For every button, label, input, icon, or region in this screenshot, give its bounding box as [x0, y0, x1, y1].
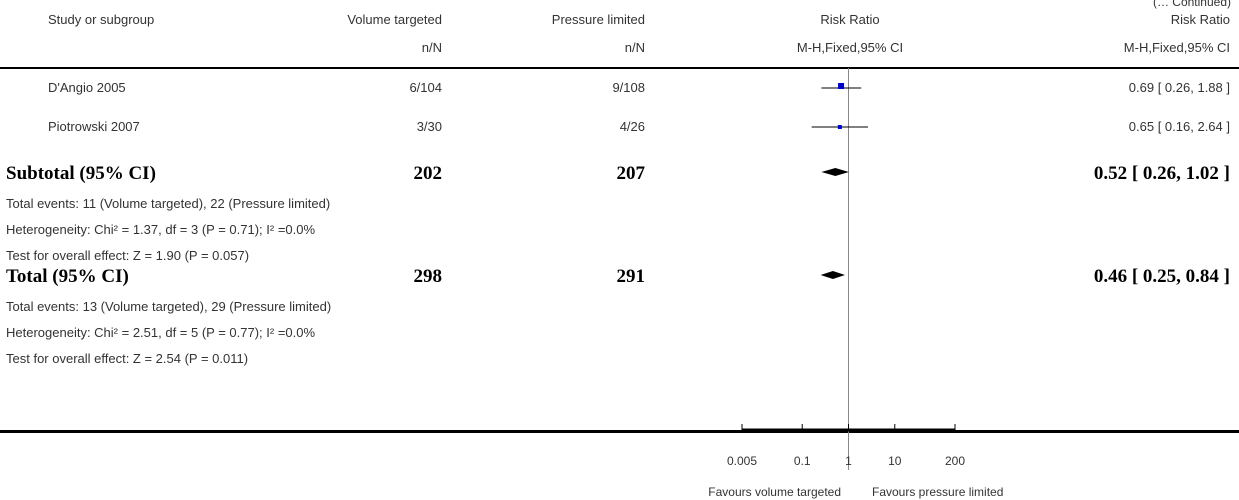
- study-rr-text: 0.65 [ 0.16, 2.64 ]: [1128, 119, 1230, 134]
- subtotal-rr-text: 0.52 [ 0.26, 1.02 ]: [1093, 163, 1230, 184]
- total-rr-text: 0.46 [ 0.25, 0.84 ]: [1093, 266, 1230, 287]
- header-nN-group1: n/N: [421, 40, 442, 55]
- study-group2: 4/26: [619, 119, 645, 134]
- total-label: Total (95% CI): [6, 266, 129, 287]
- axis-tick-label: 0.1: [793, 454, 811, 468]
- header-rule: [0, 67, 1239, 69]
- study-group1: 6/104: [409, 80, 442, 95]
- study-name: Piotrowski 2007: [48, 119, 140, 134]
- study-group1: 3/30: [416, 119, 442, 134]
- subtotal-test: Test for overall effect: Z = 1.90 (P = 0…: [6, 248, 250, 263]
- header-method: M-H,Fixed,95% CI: [796, 40, 904, 55]
- header-nN-group2: n/N: [624, 40, 645, 55]
- header-study: Study or subgroup: [48, 12, 155, 27]
- favours-right-label: Favours pressure limited: [872, 485, 1004, 499]
- study-rr-text: 0.69 [ 0.26, 1.88 ]: [1128, 80, 1230, 95]
- total-test: Test for overall effect: Z = 2.54 (P = 0…: [6, 351, 249, 366]
- header-method-right: M-H,Fixed,95% CI: [1123, 40, 1230, 55]
- favours-left-label: Favours volume targeted: [708, 485, 841, 499]
- header-risk-ratio: Risk Ratio: [820, 12, 880, 27]
- study-marker: [837, 125, 842, 129]
- total-heterogeneity: Heterogeneity: Chi² = 2.51, df = 5 (P = …: [6, 325, 316, 340]
- total-n2: 291: [616, 266, 646, 287]
- subtotal-heterogeneity: Heterogeneity: Chi² = 1.37, df = 3 (P = …: [6, 222, 316, 237]
- subtotal-n2: 207: [616, 163, 646, 184]
- total-n1: 298: [413, 266, 443, 287]
- footer-rule: [0, 430, 1239, 433]
- axis-tick-label: 200: [944, 454, 966, 468]
- subtotal-n1: 202: [413, 163, 443, 184]
- axis-tick-label: 10: [888, 454, 902, 468]
- axis-tick-label: 1: [845, 454, 852, 468]
- pooled-diamond: [821, 168, 849, 176]
- subtotal-events: Total events: 11 (Volume targeted), 22 (…: [6, 196, 331, 211]
- header-risk-ratio-right: Risk Ratio: [1170, 12, 1230, 27]
- header-group1: Volume targeted: [347, 12, 442, 27]
- study-marker: [838, 83, 845, 89]
- axis-tick-label: 0.005: [726, 454, 758, 468]
- pooled-diamond: [820, 271, 845, 279]
- subtotal-label: Subtotal (95% CI): [6, 163, 156, 184]
- total-events: Total events: 13 (Volume targeted), 29 (…: [6, 299, 332, 314]
- study-group2: 9/108: [612, 80, 645, 95]
- continued-label: (… Continued): [1152, 0, 1231, 9]
- header-group2: Pressure limited: [551, 12, 645, 27]
- study-name: D'Angio 2005: [48, 80, 126, 95]
